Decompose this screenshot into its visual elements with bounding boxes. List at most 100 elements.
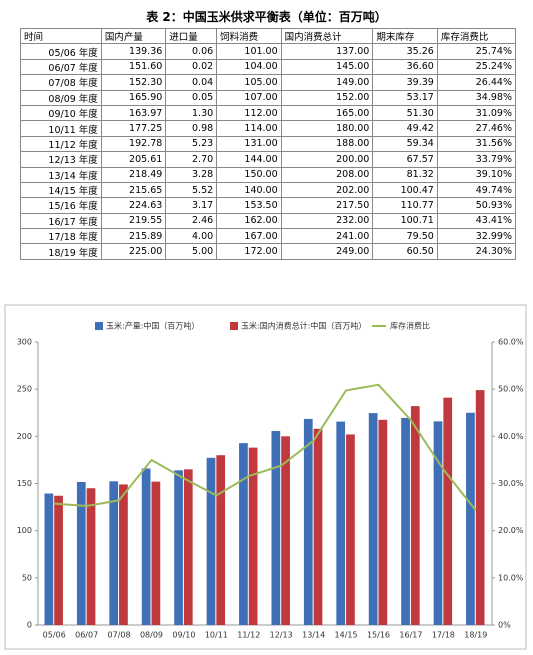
table-cell: 139.36 (100, 43, 167, 60)
table-row: 16/17 年度 219.55 2.46 162.00 232.00 100.71 43.4… (20, 212, 517, 230)
table-cell: 165.90 (100, 89, 167, 106)
x-tick-label: 15/16 (367, 631, 390, 640)
bar (466, 412, 475, 625)
bar (183, 469, 193, 625)
y2-tick-label: 60.0% (498, 338, 524, 347)
table-cell: 165.00 (280, 104, 374, 122)
legend-label: 库存消费比 (390, 321, 430, 331)
legend-swatch (230, 322, 238, 330)
table-cell: 53.17 (372, 89, 438, 106)
bar (239, 443, 248, 625)
bar (76, 481, 86, 625)
y2-tick-label: 40.0% (498, 432, 524, 441)
table-cell: 107.00 (216, 89, 282, 106)
bar (248, 447, 258, 625)
table-row: 17/18 年度 215.89 4.00 167.00 241.00 79.50 32.99… (20, 228, 517, 245)
table-cell: 249.00 (280, 243, 374, 260)
legend-label: 玉米:国内消费总计:中国（百万吨） (241, 321, 366, 331)
table-cell: 26.44% (436, 74, 517, 91)
table-cell: 163.97 (100, 104, 167, 122)
table-cell: 39.39 (372, 74, 438, 91)
table-cell: 225.00 (100, 243, 167, 260)
x-tick-label: 11/12 (237, 631, 260, 640)
bar (151, 481, 161, 625)
table-cell: 35.26 (372, 43, 438, 60)
table-cell: 36.60 (372, 58, 438, 76)
y2-tick-label: 30.0% (498, 479, 524, 488)
table-cell: 09/10 年度 (20, 104, 102, 122)
bar (206, 457, 216, 625)
table-row: 10/11 年度 177.25 0.98 114.00 180.00 49.42 27.46… (20, 120, 517, 137)
y2-tick-label: 10.0% (498, 573, 524, 582)
bar (378, 419, 388, 625)
table-cell: 151.60 (100, 58, 167, 76)
table-title: 表 2：中国玉米供求平衡表（单位：百万吨） (146, 10, 387, 24)
table-cell: 172.00 (216, 243, 282, 260)
bar (281, 436, 290, 625)
x-tick-label: 09/10 (172, 631, 195, 640)
bar (303, 418, 313, 625)
table-cell: 149.00 (280, 74, 374, 91)
table-cell: 31.09% (436, 104, 517, 122)
table-row: 06/07 年度 151.60 0.02 104.00 145.00 36.60 25.24… (20, 58, 517, 76)
table-cell: 51.30 (372, 104, 438, 122)
table-row: 09/10 年度 163.97 1.30 112.00 165.00 51.30 31.09… (20, 104, 517, 122)
y-tick-label: 250 (17, 385, 32, 394)
table-row: 18/19 年度 225.00 5.00 172.00 249.00 60.50 24.30… (20, 243, 517, 260)
y-tick-label: 100 (17, 526, 32, 535)
bar (109, 481, 119, 625)
table-cell: 0.04 (165, 74, 218, 91)
x-tick-label: 16/17 (399, 631, 422, 640)
bar (336, 421, 346, 625)
table-cell: 105.00 (216, 74, 282, 91)
table-cell: 60.50 (372, 243, 438, 260)
bar (433, 421, 443, 625)
bar (54, 495, 63, 625)
bar (313, 428, 323, 625)
x-tick-label: 10/11 (205, 631, 228, 640)
bar (141, 468, 151, 625)
table-row: 13/14 年度 218.49 3.28 150.00 208.00 81.32 39.10… (20, 166, 517, 183)
table-cell: 25.24% (436, 58, 517, 76)
table-cell: 06/07 年度 (20, 58, 102, 76)
table-row: 07/08 年度 152.30 0.04 105.00 149.00 39.39 26.44… (20, 74, 517, 91)
x-tick-label: 08/09 (140, 631, 163, 640)
bar (44, 493, 54, 625)
chart-frame (4, 304, 527, 650)
legend-swatch (95, 322, 103, 330)
bar (410, 406, 420, 625)
table-cell: 34.98% (436, 89, 517, 106)
bar (443, 397, 453, 625)
table-cell: 145.00 (280, 58, 374, 76)
bar (346, 434, 355, 625)
bar (401, 417, 410, 625)
x-tick-label: 13/14 (302, 631, 325, 640)
y-tick-label: 0 (27, 621, 32, 630)
y-tick-label: 50 (22, 573, 32, 582)
bar (86, 488, 96, 625)
x-tick-label: 14/15 (335, 631, 358, 640)
table-row: 15/16 年度 224.63 3.17 153.50 217.50 110.77 50.9… (20, 197, 517, 214)
y-tick-label: 200 (17, 432, 32, 441)
table-cell: 104.00 (216, 58, 282, 76)
table-cell: 18/19 年度 (20, 243, 102, 260)
bar (216, 455, 226, 625)
bar (271, 431, 281, 625)
bar (475, 390, 485, 625)
x-tick-label: 17/18 (432, 631, 455, 640)
y2-tick-label: 20.0% (498, 526, 524, 535)
table-cell: 24.30% (436, 243, 517, 260)
table-cell: 112.00 (216, 104, 282, 122)
table-row: 05/06 年度 139.36 0.06 101.00 137.00 35.26 25.74… (20, 43, 517, 60)
table-cell: 152.30 (100, 74, 167, 91)
y2-tick-label: 50.0% (498, 385, 524, 394)
legend-label: 玉米:产量:中国（百万吨） (106, 321, 199, 331)
table-row: 08/09 年度 165.90 0.05 107.00 152.00 53.17 34.98… (20, 89, 517, 106)
y-tick-label: 150 (17, 479, 32, 488)
x-tick-label: 06/07 (75, 631, 98, 640)
bar (368, 413, 378, 625)
x-tick-label: 18/19 (464, 631, 487, 640)
x-tick-label: 07/08 (108, 631, 131, 640)
